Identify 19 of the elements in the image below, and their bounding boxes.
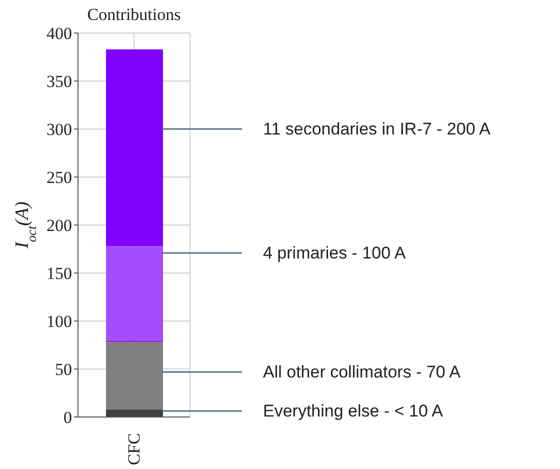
chart-title: Contributions [87, 5, 181, 24]
y-tick-label: 50 [55, 360, 72, 380]
y-tick-label: 400 [46, 24, 72, 44]
y-tick-label: 100 [46, 312, 72, 332]
text: Everything else - < 10 A [263, 402, 444, 420]
bar [106, 49, 163, 246]
text: All other collimators - 70 A [263, 362, 462, 382]
x-tick-label: CFC [124, 433, 144, 466]
text: 11 secondaries in IR-7 - 200 A [263, 120, 492, 138]
y-tick-label: 200 [46, 216, 72, 236]
y-tick-label: 350 [46, 72, 72, 92]
text: 4 primaries - 100 A [263, 244, 406, 262]
bar [106, 409, 163, 417]
y-tick-label: 300 [46, 120, 72, 140]
y-tick-label: 0 [64, 408, 72, 428]
bar [106, 342, 163, 410]
bar [106, 246, 163, 340]
y-tick-label: 250 [46, 168, 72, 188]
y-tick-label: 150 [46, 264, 72, 284]
